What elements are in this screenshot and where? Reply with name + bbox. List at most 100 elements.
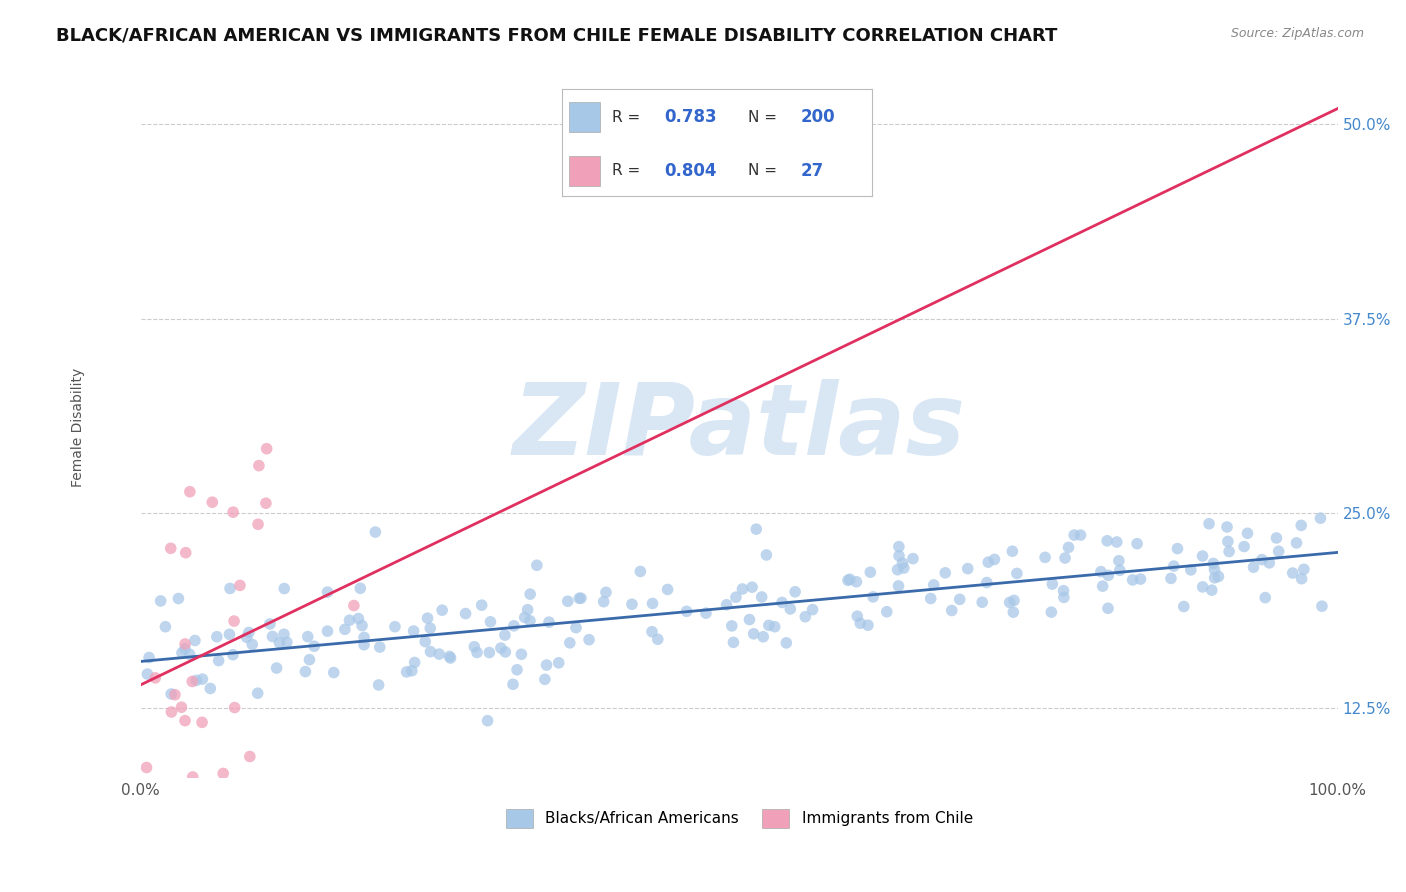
Point [1097, 568, 1119, 582]
Point [430, 603, 453, 617]
Point [536, 658, 558, 673]
Point [368, 640, 391, 654]
Point [620, 597, 643, 611]
Point [983, 552, 1005, 566]
Point [1208, 569, 1230, 583]
Point [745, 522, 768, 536]
Point [1122, 573, 1144, 587]
Point [558, 636, 581, 650]
Point [934, 566, 956, 580]
Point [254, 496, 277, 510]
Point [716, 598, 738, 612]
Point [416, 611, 439, 625]
Point [298, 653, 321, 667]
Point [266, 661, 288, 675]
Point [1243, 560, 1265, 574]
Point [1180, 563, 1202, 577]
Point [322, 665, 344, 680]
Point [1202, 557, 1225, 571]
Point [419, 621, 441, 635]
Point [160, 705, 183, 719]
Text: ZIPatlas: ZIPatlas [513, 379, 966, 476]
Point [770, 595, 793, 609]
Point [568, 591, 591, 606]
Point [479, 615, 502, 629]
Point [222, 505, 245, 519]
Point [240, 637, 263, 651]
Point [1097, 601, 1119, 615]
Point [276, 635, 298, 649]
Point [837, 574, 859, 588]
Point [1267, 544, 1289, 558]
Point [413, 634, 436, 648]
Point [395, 665, 418, 679]
Point [998, 595, 1021, 609]
Point [534, 673, 557, 687]
Point [1033, 550, 1056, 565]
Point [142, 787, 165, 801]
Point [723, 635, 745, 649]
Point [838, 572, 860, 586]
Point [1198, 516, 1220, 531]
Point [339, 613, 361, 627]
Point [439, 651, 461, 665]
Point [763, 620, 786, 634]
Point [273, 582, 295, 596]
Point [155, 620, 177, 634]
Point [174, 641, 197, 656]
Point [229, 578, 252, 592]
Point [849, 616, 872, 631]
Point [333, 623, 356, 637]
Point [238, 625, 260, 640]
Point [200, 681, 222, 696]
Point [510, 647, 533, 661]
Text: N =: N = [748, 110, 782, 125]
Point [502, 677, 524, 691]
Point [343, 599, 366, 613]
Point [170, 646, 193, 660]
Text: 27: 27 [800, 161, 824, 179]
FancyBboxPatch shape [568, 102, 599, 132]
Point [1216, 520, 1239, 534]
Point [463, 640, 485, 654]
Point [404, 656, 426, 670]
Point [1204, 563, 1226, 577]
Point [269, 636, 291, 650]
Point [364, 524, 387, 539]
Point [478, 646, 501, 660]
Point [367, 678, 389, 692]
Point [526, 558, 548, 573]
Point [1070, 528, 1092, 542]
Point [1160, 571, 1182, 585]
Point [628, 565, 651, 579]
Y-axis label: Female Disability: Female Disability [72, 368, 86, 487]
Point [922, 578, 945, 592]
Point [675, 604, 697, 618]
Point [1090, 565, 1112, 579]
Point [208, 654, 231, 668]
Point [1108, 563, 1130, 577]
Point [439, 649, 461, 664]
Point [222, 648, 245, 662]
Point [136, 667, 159, 681]
Point [886, 563, 908, 577]
Point [592, 595, 614, 609]
Point [1091, 579, 1114, 593]
Point [1054, 551, 1077, 566]
Point [731, 582, 754, 596]
Point [316, 585, 339, 599]
Point [519, 614, 541, 628]
Point [1265, 531, 1288, 545]
Point [149, 594, 172, 608]
Text: Source: ZipAtlas.com: Source: ZipAtlas.com [1230, 27, 1364, 40]
Point [1057, 541, 1080, 555]
Point [876, 605, 898, 619]
Point [179, 647, 201, 661]
Point [1285, 536, 1308, 550]
Point [1191, 580, 1213, 594]
Point [1129, 572, 1152, 586]
Point [174, 546, 197, 560]
Point [738, 613, 761, 627]
Point [224, 700, 246, 714]
Point [641, 624, 664, 639]
